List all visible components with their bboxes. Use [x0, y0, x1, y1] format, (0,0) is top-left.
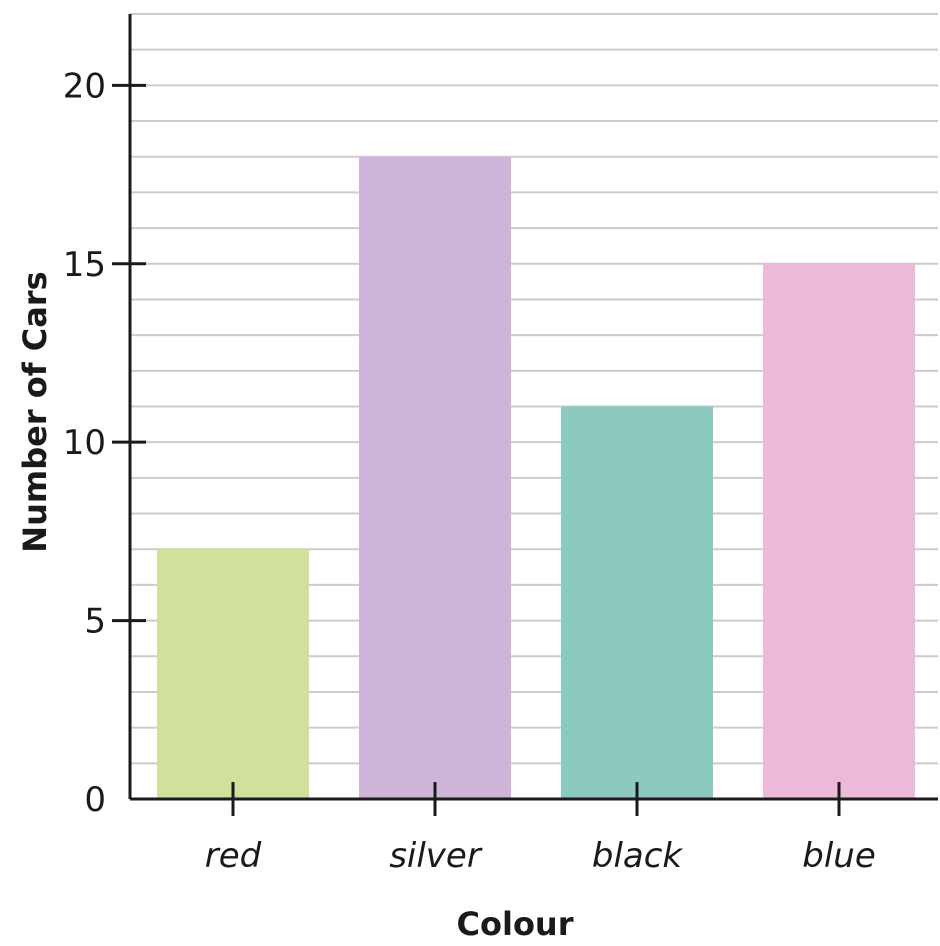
x-tick-label-blue: blue [802, 836, 876, 876]
y-axis-title: Number of Cars [16, 271, 54, 552]
y-tick-label: 10 [63, 423, 106, 463]
bar-black [561, 406, 713, 799]
y-tick-label: 15 [63, 245, 106, 285]
x-axis-title: Colour [457, 905, 574, 941]
x-tick-label-red: red [205, 836, 262, 876]
y-tick-label: 20 [63, 66, 106, 106]
bars [157, 156, 915, 800]
bar-red [157, 549, 309, 799]
axes [112, 14, 938, 816]
y-tick-label: 5 [84, 602, 106, 642]
y-tick-label: 0 [84, 780, 106, 820]
labels: 0 5 10 15 20 red silver black blue [63, 66, 876, 876]
x-tick-label-black: black [592, 836, 684, 876]
bar-blue [763, 263, 915, 800]
bar-silver [359, 156, 511, 799]
x-tick-label-silver: silver [389, 836, 483, 876]
